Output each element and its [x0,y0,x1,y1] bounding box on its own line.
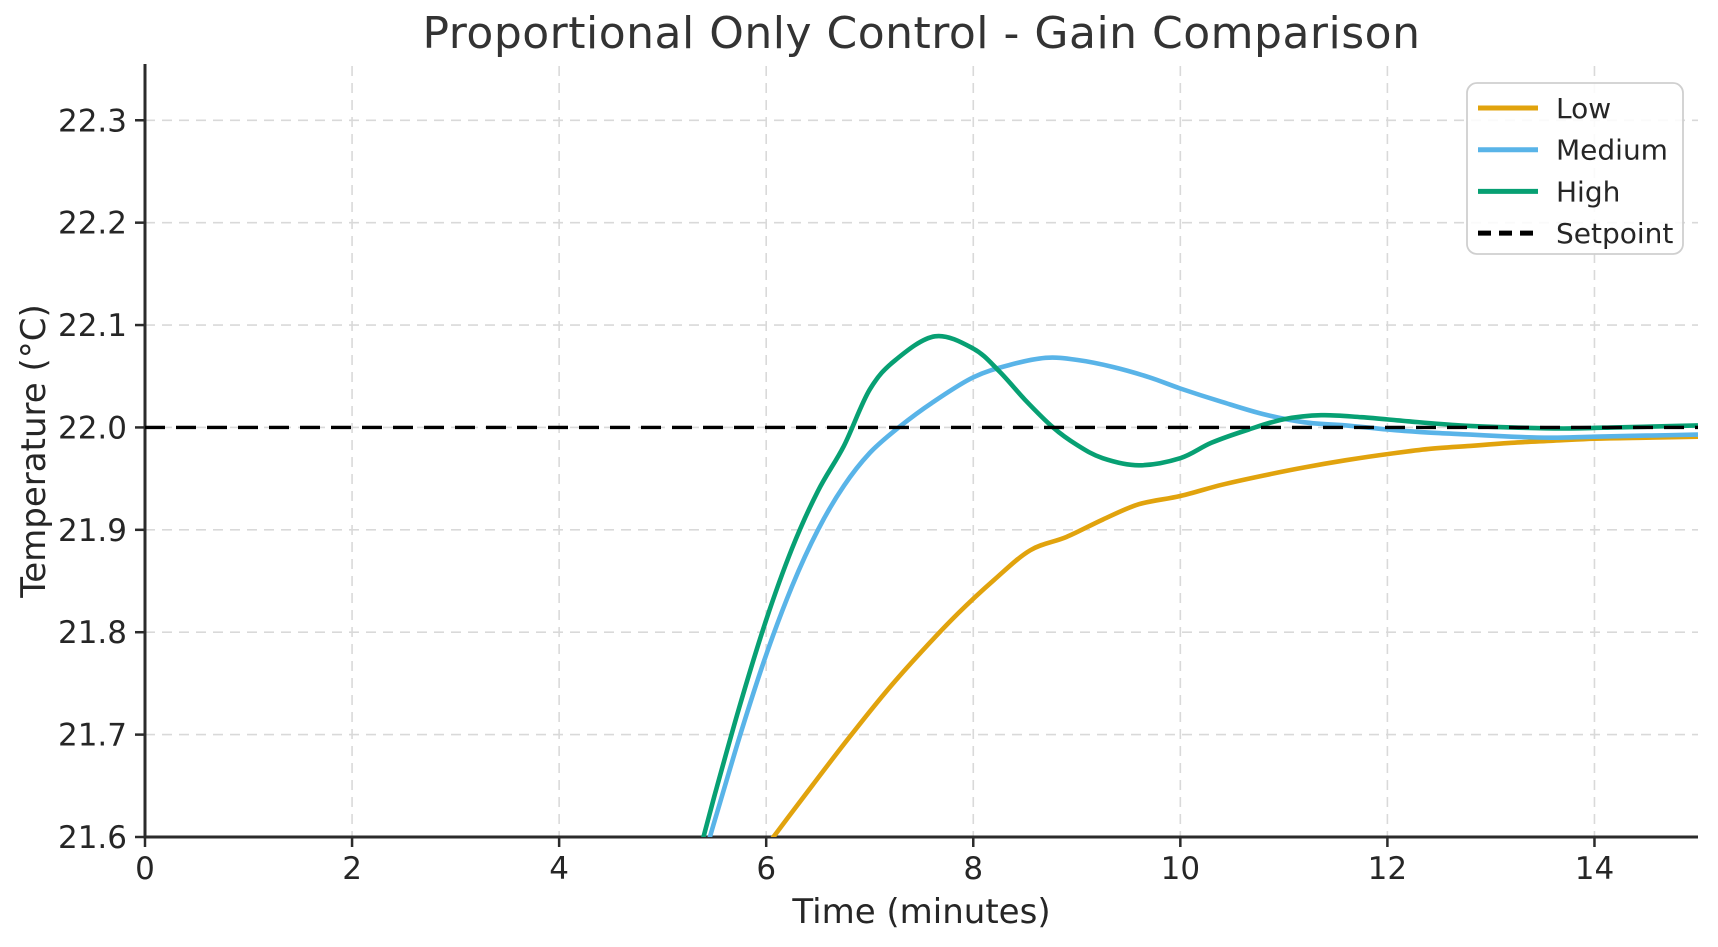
series-line-high [701,333,1698,837]
y-tick-label: 22.2 [58,206,127,242]
x-tick-label: 14 [1575,851,1614,887]
y-tick-label: 21.9 [58,513,127,549]
x-tick-label: 2 [342,851,362,887]
x-tick-label: 0 [135,851,155,887]
x-tick-label: 12 [1368,851,1407,887]
y-tick-label: 22.0 [58,410,127,446]
y-tick-label: 21.8 [58,615,127,651]
legend-label-low: Low [1556,92,1611,125]
chart-title: Proportional Only Control - Gain Compari… [422,8,1421,59]
x-axis-label: Time (minutes) [792,892,1051,932]
y-axis-label: Temperature (°C) [14,304,54,598]
x-tick-label: 8 [963,851,983,887]
x-tick-label: 10 [1161,851,1200,887]
legend-box [1466,82,1684,255]
y-tick-label: 21.7 [58,718,127,754]
legend-label-setpoint: Setpoint [1556,217,1673,250]
y-tick-label: 21.6 [58,820,127,856]
series-line-low [770,434,1698,837]
y-tick-label: 22.3 [58,103,127,139]
x-tick-label: 4 [549,851,569,887]
series-line-medium [707,355,1698,837]
x-tick-label: 6 [756,851,776,887]
legend-label-high: High [1556,175,1620,208]
legend-label-medium: Medium [1556,134,1668,167]
y-tick-label: 22.1 [58,308,127,344]
